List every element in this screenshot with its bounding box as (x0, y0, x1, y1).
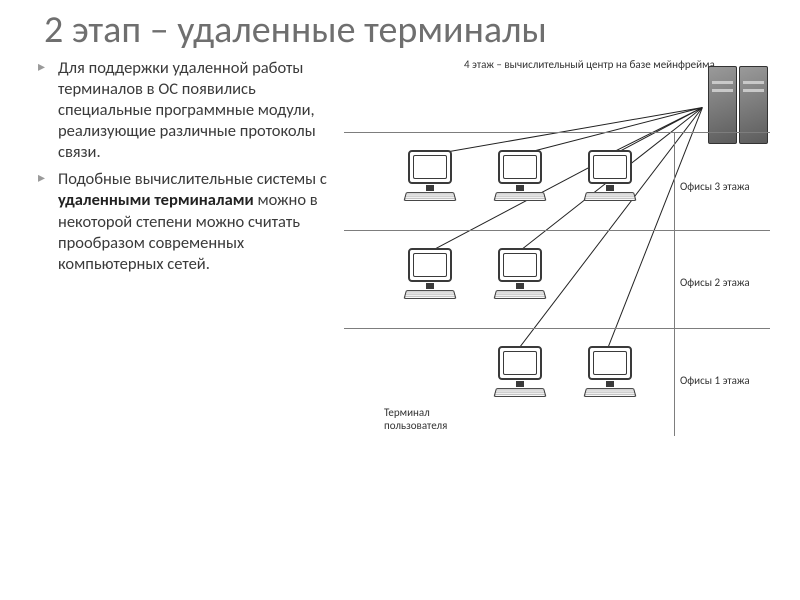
monitor-icon (498, 248, 542, 282)
floor-label: Офисы 3 этажа (680, 180, 750, 193)
network-diagram: 4 этаж – вычислительный центр на базе ме… (342, 58, 772, 438)
floor-label: Офисы 2 этажа (680, 276, 750, 289)
bullet-item: Подобные вычислительные системы с удален… (44, 169, 330, 275)
bullet-list: Для поддержки удаленной работы терминало… (44, 58, 330, 275)
monitor-stand (516, 381, 524, 387)
monitor-icon (408, 150, 452, 184)
terminal-caption: Терминалпользователя (384, 406, 447, 432)
monitor-stand (426, 283, 434, 289)
monitor-icon (498, 346, 542, 380)
floor-divider (344, 132, 770, 133)
terminal-icon (582, 150, 638, 208)
monitor-stand (606, 381, 614, 387)
monitor-icon (588, 346, 632, 380)
bullet-text-pre: Подобные вычислительные системы с (58, 169, 327, 189)
monitor-icon (408, 248, 452, 282)
floor-divider (344, 230, 770, 231)
monitor-icon (498, 150, 542, 184)
wire-line (607, 107, 702, 348)
keyboard-icon (583, 388, 636, 397)
terminal-icon (582, 346, 638, 404)
monitor-stand (426, 185, 434, 191)
keyboard-icon (403, 192, 456, 201)
terminal-icon (492, 346, 548, 404)
monitor-icon (588, 150, 632, 184)
terminal-icon (402, 248, 458, 306)
keyboard-icon (493, 388, 546, 397)
bullet-item: Для поддержки удаленной работы терминало… (44, 58, 330, 164)
slide-title: 2 этап – удаленные терминалы (44, 10, 772, 52)
text-column: Для поддержки удаленной работы терминало… (44, 58, 330, 438)
keyboard-icon (403, 290, 456, 299)
terminal-icon (402, 150, 458, 208)
monitor-stand (606, 185, 614, 191)
terminal-icon (492, 150, 548, 208)
floor-label: Офисы 1 этажа (680, 374, 750, 387)
monitor-stand (516, 283, 524, 289)
floor-divider (344, 328, 770, 329)
bullet-text: Для поддержки удаленной работы терминало… (58, 58, 316, 162)
terminal-icon (492, 248, 548, 306)
bullet-text-bold: удаленными терминалами (58, 190, 254, 210)
vertical-divider (674, 132, 675, 436)
monitor-stand (516, 185, 524, 191)
content-row: Для поддержки удаленной работы терминало… (44, 58, 772, 438)
slide: 2 этап – удаленные терминалы Для поддерж… (0, 0, 800, 600)
keyboard-icon (583, 192, 636, 201)
diagram-column: 4 этаж – вычислительный центр на базе ме… (342, 58, 772, 438)
keyboard-icon (493, 290, 546, 299)
keyboard-icon (493, 192, 546, 201)
